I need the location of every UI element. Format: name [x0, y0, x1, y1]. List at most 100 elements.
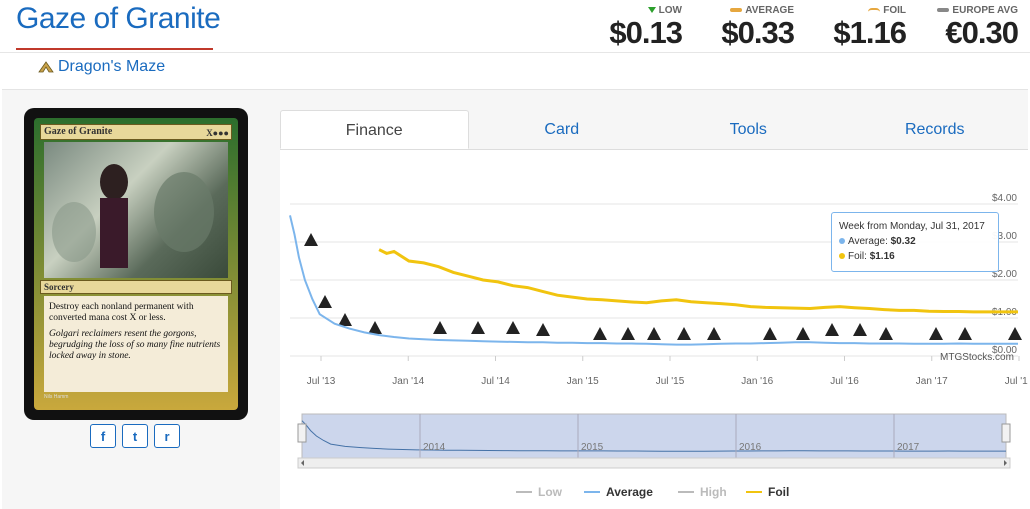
dgm-set-icon	[304, 233, 318, 246]
x-tick-label: Jul '15	[656, 376, 685, 387]
card-art	[44, 142, 228, 278]
set-link[interactable]: Dragon's Maze	[38, 58, 165, 76]
navigator-year-label: 2016	[739, 442, 762, 453]
x-tick-label: Jul '17	[1005, 376, 1028, 387]
ogw-set-icon	[707, 327, 721, 340]
price-average-value: $0.33	[721, 15, 795, 50]
tooltip-foil: Foil: $1.16	[839, 249, 991, 264]
navigator-year-label: 2015	[581, 442, 604, 453]
x-tick-label: Jan '14	[392, 376, 424, 387]
kld-set-icon	[825, 323, 839, 336]
frf-set-icon	[593, 327, 607, 340]
card-image: Gaze of Granite X●●● Sorcery Destroy eac…	[24, 108, 248, 420]
card-face: Gaze of Granite X●●● Sorcery Destroy eac…	[34, 118, 238, 410]
navigator-handle-right	[1001, 423, 1011, 443]
average-series-line	[289, 215, 1018, 346]
price-europe-value: €0.30	[945, 15, 1019, 50]
price-foil-value: $1.16	[833, 15, 907, 50]
header-divider	[0, 52, 1030, 53]
navigator-scrollbar	[297, 457, 1011, 469]
jou-set-icon	[471, 321, 485, 334]
chart-tooltip: Week from Monday, Jul 31, 2017 Average: …	[831, 212, 999, 272]
x-tick-label: Jan '16	[741, 376, 773, 387]
facebook-icon: f	[100, 428, 106, 444]
twitter-share-button[interactable]: t	[122, 424, 148, 448]
ths-set-icon	[368, 321, 382, 334]
average-dot-icon	[839, 238, 845, 244]
y-tick-label: $2.00	[992, 269, 1017, 280]
artist-credit: Nils Hamm	[44, 394, 69, 400]
y-tick-label: $0.00	[992, 345, 1017, 356]
set-name[interactable]: Dragon's Maze	[58, 58, 166, 75]
hou-set-icon	[929, 327, 943, 340]
set-icon	[38, 61, 54, 73]
legend-low-label: Low	[538, 485, 563, 499]
facebook-share-button[interactable]: f	[90, 424, 116, 448]
title-underline	[16, 48, 213, 50]
akh-set-icon	[879, 327, 893, 340]
price-average: AVERAGE $0.33	[686, 4, 798, 50]
x-tick-label: Jul '13	[307, 376, 336, 387]
tab-records[interactable]: Records	[904, 121, 965, 138]
bng-set-icon	[433, 321, 447, 334]
flavor-text: Golgari reclaimers resent the gorgons, b…	[49, 329, 221, 361]
price-summary: LOW $0.13 AVERAGE $0.33 FOIL $1.16 EUROP…	[574, 4, 1022, 50]
watermark: MTGStocks.com	[940, 352, 1014, 363]
navigator-year-label: 2017	[897, 442, 920, 453]
average-bar-icon	[730, 8, 743, 12]
price-europe: EUROPE AVG €0.30	[910, 4, 1022, 50]
x-tick-label: Jul '14	[481, 376, 510, 387]
m15-set-icon	[506, 321, 520, 334]
aer-set-icon	[853, 323, 867, 336]
price-chart[interactable]: $4.00 $3.00 $2.00 $1.00 $0.00 Jul '13 Jan '14 J…	[280, 150, 1028, 509]
foil-series-line	[378, 248, 1018, 314]
dtk-set-icon	[621, 327, 635, 340]
price-low: LOW $0.13	[574, 4, 686, 50]
legend-average-label: Average	[606, 485, 653, 499]
foil-dot-icon	[839, 253, 845, 259]
ori-set-icon	[647, 327, 661, 340]
y-tick-label: $3.00	[992, 231, 1017, 242]
tooltip-average: Average: $0.32	[839, 234, 991, 249]
legend-foil-label: Foil	[768, 485, 789, 499]
mana-cost: X●●●	[206, 128, 229, 138]
arrow-down-icon	[647, 7, 656, 13]
reddit-share-button[interactable]: r	[154, 424, 180, 448]
card-rules-box: Destroy each nonland permanent with conv…	[44, 296, 228, 392]
card-type-line: Sorcery	[40, 280, 232, 294]
twitter-icon: t	[132, 428, 138, 444]
page-title: Gaze of Granite	[16, 2, 221, 35]
tab-finance[interactable]: Finance	[280, 110, 469, 149]
y-tick-label: $4.00	[992, 193, 1017, 204]
navigator-handle-left	[297, 423, 307, 443]
bfz-set-icon	[677, 327, 691, 340]
tooltip-header: Week from Monday, Jul 31, 2017	[839, 221, 985, 232]
gorgon-art-illustration	[52, 164, 214, 268]
c17-set-icon	[958, 327, 972, 340]
price-low-value: $0.13	[609, 15, 683, 50]
europe-bar-icon	[937, 8, 950, 12]
xln-set-icon	[1008, 327, 1022, 340]
soi-set-icon	[763, 327, 777, 340]
x-tick-label: Jan '15	[567, 376, 599, 387]
navigator-year-label: 2014	[423, 442, 446, 453]
x-tick-label: Jan '17	[916, 376, 948, 387]
header: Gaze of Granite LOW $0.13 AVERAGE $0.33 …	[0, 0, 1030, 52]
rules-text: Destroy each nonland permanent with conv…	[49, 302, 194, 323]
set-icon	[318, 295, 332, 308]
m14-set-icon	[338, 313, 352, 326]
social-buttons: f t r	[90, 424, 180, 448]
emn-set-icon	[796, 327, 810, 340]
tab-bar: Finance Card Tools Records	[280, 110, 1028, 150]
card-name-bar: Gaze of Granite X●●●	[40, 124, 232, 140]
tab-card[interactable]: Card	[544, 121, 580, 138]
navigator-line	[301, 420, 1006, 452]
legend-high-label: High	[700, 485, 727, 499]
scroll-right-arrow-icon	[1004, 460, 1007, 466]
reddit-icon: r	[164, 428, 170, 444]
tab-tools[interactable]: Tools	[729, 121, 767, 138]
price-foil: FOIL $1.16	[798, 4, 910, 50]
scroll-left-arrow-icon	[301, 460, 304, 466]
foil-arc-icon	[868, 8, 881, 12]
